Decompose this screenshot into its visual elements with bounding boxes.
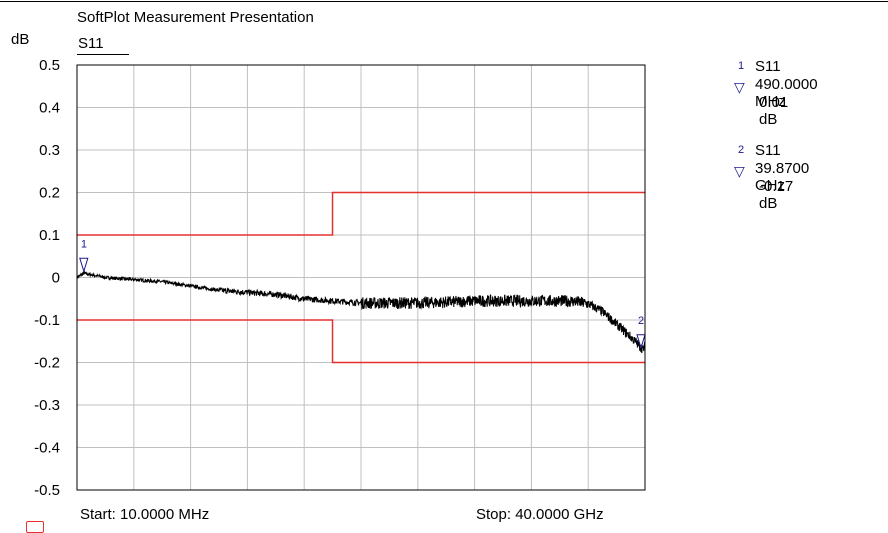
marker-label: 2 xyxy=(638,315,644,327)
y-tick-label: 0.3 xyxy=(39,142,60,159)
y-tick-label: 0.1 xyxy=(39,227,60,244)
marker-triangle-icon: ▽ xyxy=(734,79,745,95)
y-tick-label: -0.5 xyxy=(34,482,60,499)
y-tick-label: 0.4 xyxy=(39,100,60,117)
chart-title: SoftPlot Measurement Presentation xyxy=(77,9,314,26)
marker-x-value: 39.8700 GHz xyxy=(755,160,810,194)
marker-y-value: -0.17 dB xyxy=(759,178,794,212)
y-tick-labels: 0.5 0.4 0.3 0.2 0.1 0 -0.1 -0.2 -0.3 -0.4 -0.5 xyxy=(34,57,60,499)
marker-y-value: 0.01 dB xyxy=(759,94,789,128)
marker-triangle-icon: ▽ xyxy=(734,163,745,179)
start-frequency-label: Start: 10.0000 MHz xyxy=(80,506,210,523)
marker-triangle xyxy=(636,334,646,350)
y-tick-label: 0 xyxy=(52,270,60,287)
y-tick-label: 0.5 xyxy=(39,57,60,74)
marker-trace: S11 xyxy=(755,58,781,75)
marker-x-value: 490.0000 MHz xyxy=(755,76,818,110)
y-tick-label: 0.2 xyxy=(39,185,60,202)
limit-line-upper xyxy=(77,191,645,236)
trace-name-underline xyxy=(77,54,129,55)
y-axis-unit: dB xyxy=(11,31,30,48)
top-rule xyxy=(0,1,888,2)
marker-trace: S11 xyxy=(755,142,781,159)
y-tick-label: -0.3 xyxy=(34,397,60,414)
limit-line-lower xyxy=(77,319,645,364)
trace-name-label: S11 xyxy=(78,35,104,52)
marker-label: 1 xyxy=(81,238,87,250)
grid xyxy=(77,65,645,490)
marker-number: 2 xyxy=(738,144,745,156)
y-tick-label: -0.4 xyxy=(34,440,60,457)
limit-lines xyxy=(77,191,645,364)
stop-frequency-label: Stop: 40.0000 GHz xyxy=(476,506,604,523)
trace-layer xyxy=(76,270,646,354)
marker-layer: 12 xyxy=(79,238,646,350)
marker-triangle xyxy=(79,257,89,273)
y-tick-label: -0.1 xyxy=(34,312,60,329)
plot-frame xyxy=(76,64,646,491)
limit-legend-swatch xyxy=(26,521,44,533)
y-tick-label: -0.2 xyxy=(34,355,60,372)
marker-number: 1 xyxy=(738,60,745,72)
trace-s11 xyxy=(76,270,646,354)
